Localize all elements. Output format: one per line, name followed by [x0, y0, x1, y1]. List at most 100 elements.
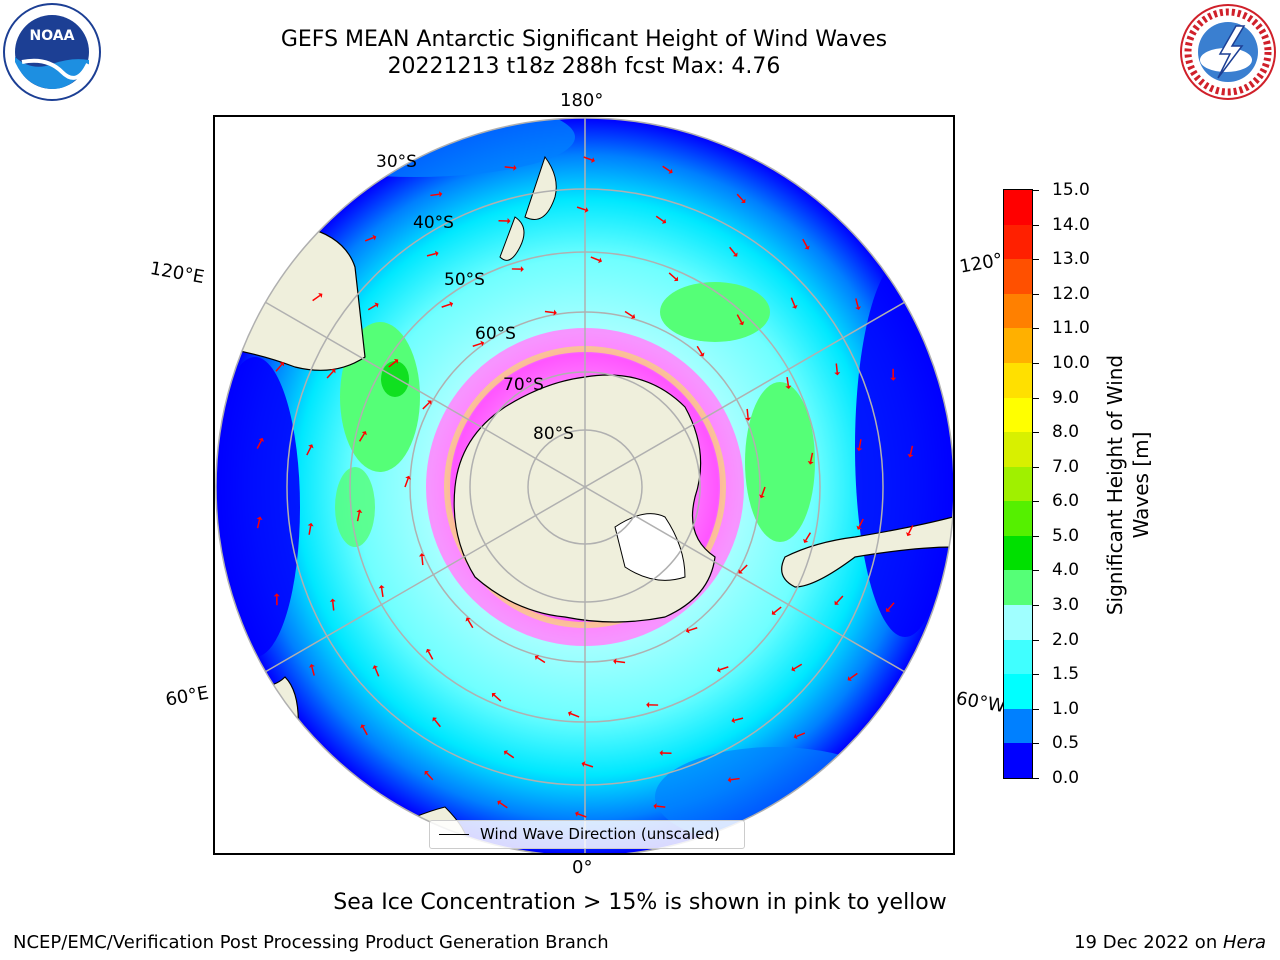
wind-arrow-head	[834, 372, 841, 376]
wind-arrow	[421, 556, 424, 566]
wind-arrow-head	[438, 191, 443, 198]
wind-arrow-head	[273, 593, 280, 597]
wind-arrow	[467, 619, 474, 629]
wind-arrow-head	[418, 553, 425, 557]
lat-label-50s: 50°S	[444, 270, 485, 290]
colorbar-tick	[1033, 397, 1039, 399]
wind-arrow	[356, 512, 361, 522]
wind-arrow	[624, 310, 634, 318]
colorbar-tick-label: 0.5	[1052, 733, 1080, 754]
colorbar-tick	[1033, 224, 1039, 226]
footer-date: 19 Dec 2022 on Hera	[1074, 932, 1266, 953]
wind-arrow-head	[613, 658, 617, 665]
wind-arrow-head	[659, 749, 663, 756]
wind-arrow-head	[553, 309, 557, 316]
wind-arrow-head	[491, 692, 497, 698]
wind-arrow	[796, 732, 806, 738]
wind-arrow-head	[393, 359, 399, 364]
africa	[216, 676, 299, 790]
colorbar-segment	[1004, 466, 1032, 502]
colorbar-tick-label: 4.0	[1052, 560, 1080, 581]
colorbar-segment	[1004, 535, 1032, 571]
wind-arrow	[312, 294, 321, 302]
colorbar-tick-label: 14.0	[1052, 214, 1090, 235]
wind-arrow	[493, 694, 502, 702]
colorbar-tick-label: 3.0	[1052, 595, 1080, 616]
colorbar-segment	[1004, 431, 1032, 467]
wind-arrow-head	[503, 750, 509, 756]
wind-arrow	[802, 238, 808, 248]
wind-arrow	[256, 519, 261, 529]
australia	[216, 226, 366, 371]
wind-arrow-head	[513, 164, 517, 171]
colorbar-tick	[1033, 259, 1039, 261]
colorbar-segment	[1004, 258, 1032, 294]
wind-arrow-head	[279, 362, 285, 367]
colorbar-tick-label: 12.0	[1052, 283, 1090, 304]
colorbar-tick-label: 15.0	[1052, 180, 1090, 200]
wind-arrow	[362, 726, 368, 736]
wind-arrow-head	[732, 252, 738, 257]
wind-arrow	[655, 215, 665, 222]
wind-arrow	[404, 478, 409, 488]
graticule	[215, 117, 953, 853]
wind-arrow-head	[534, 655, 540, 661]
wind-arrow-head	[738, 321, 745, 326]
wind-arrow	[656, 805, 666, 808]
wind-arrow	[736, 193, 744, 202]
colorbar-tick-label: 8.0	[1052, 422, 1080, 443]
wind-arrow-head	[727, 776, 732, 783]
wind-arrow	[809, 452, 814, 462]
colorbar-segment	[1004, 708, 1032, 744]
legend-label: Wind Wave Direction (unscaled)	[480, 825, 720, 843]
wind-arrow	[441, 303, 451, 308]
lat-label-70s: 70°S	[503, 375, 544, 395]
colorbar-tick	[1033, 535, 1039, 537]
wind-arrow-head	[791, 304, 798, 309]
wind-arrow	[434, 719, 441, 728]
wind-arrow	[306, 446, 312, 456]
wind-arrow-head	[646, 701, 650, 708]
colorbar-tick	[1033, 362, 1039, 364]
legend-line-sample	[439, 834, 469, 835]
wind-arrow	[311, 666, 315, 676]
colorbar-tick	[1033, 570, 1039, 572]
wind-arrow-head	[372, 234, 377, 241]
wind-arrow-head	[906, 532, 912, 537]
wind-arrow	[426, 252, 436, 257]
wind-arrow-head	[258, 437, 264, 442]
map-legend: Wind Wave Direction (unscaled)	[429, 820, 745, 849]
wind-arrow	[427, 651, 434, 660]
wind-arrow-head	[308, 663, 315, 668]
wind-arrow-head	[584, 207, 589, 213]
noaa-logo-text: NOAA	[30, 28, 75, 44]
wind-arrow-head	[793, 733, 798, 740]
wind-arrow-head	[699, 352, 705, 357]
wind-arrow-head	[653, 803, 657, 810]
wind-arrow-head	[668, 168, 673, 174]
wind-arrow-head	[630, 313, 636, 319]
wind-arrow	[576, 206, 586, 211]
wind-arrow	[773, 606, 782, 614]
wind-arrow-head	[372, 665, 379, 670]
wind-arrow-head	[803, 538, 809, 543]
colorbar-segment	[1004, 293, 1032, 329]
wind-arrow-head	[847, 676, 852, 682]
wind-direction-arrows	[256, 156, 914, 818]
colorbar-title: Significant Height of Wind Waves [m]	[1103, 354, 1153, 616]
colorbar-tick-label: 6.0	[1052, 491, 1080, 512]
wind-arrow-head	[575, 811, 579, 817]
wind-arrow	[536, 656, 546, 664]
colorbar-tick	[1033, 190, 1039, 191]
wind-arrow	[761, 486, 766, 496]
wind-arrow-head	[329, 598, 336, 602]
colorbar-segment	[1004, 569, 1032, 606]
wind-arrow	[696, 345, 703, 355]
colorbar-tick	[1033, 743, 1039, 745]
wind-arrow-head	[465, 617, 471, 622]
wind-arrow	[790, 297, 796, 307]
wind-arrow	[786, 376, 790, 387]
map-panel: Wind Wave Direction (unscaled)	[213, 115, 955, 855]
wind-arrow	[367, 304, 377, 311]
wind-arrow-head	[856, 525, 862, 530]
